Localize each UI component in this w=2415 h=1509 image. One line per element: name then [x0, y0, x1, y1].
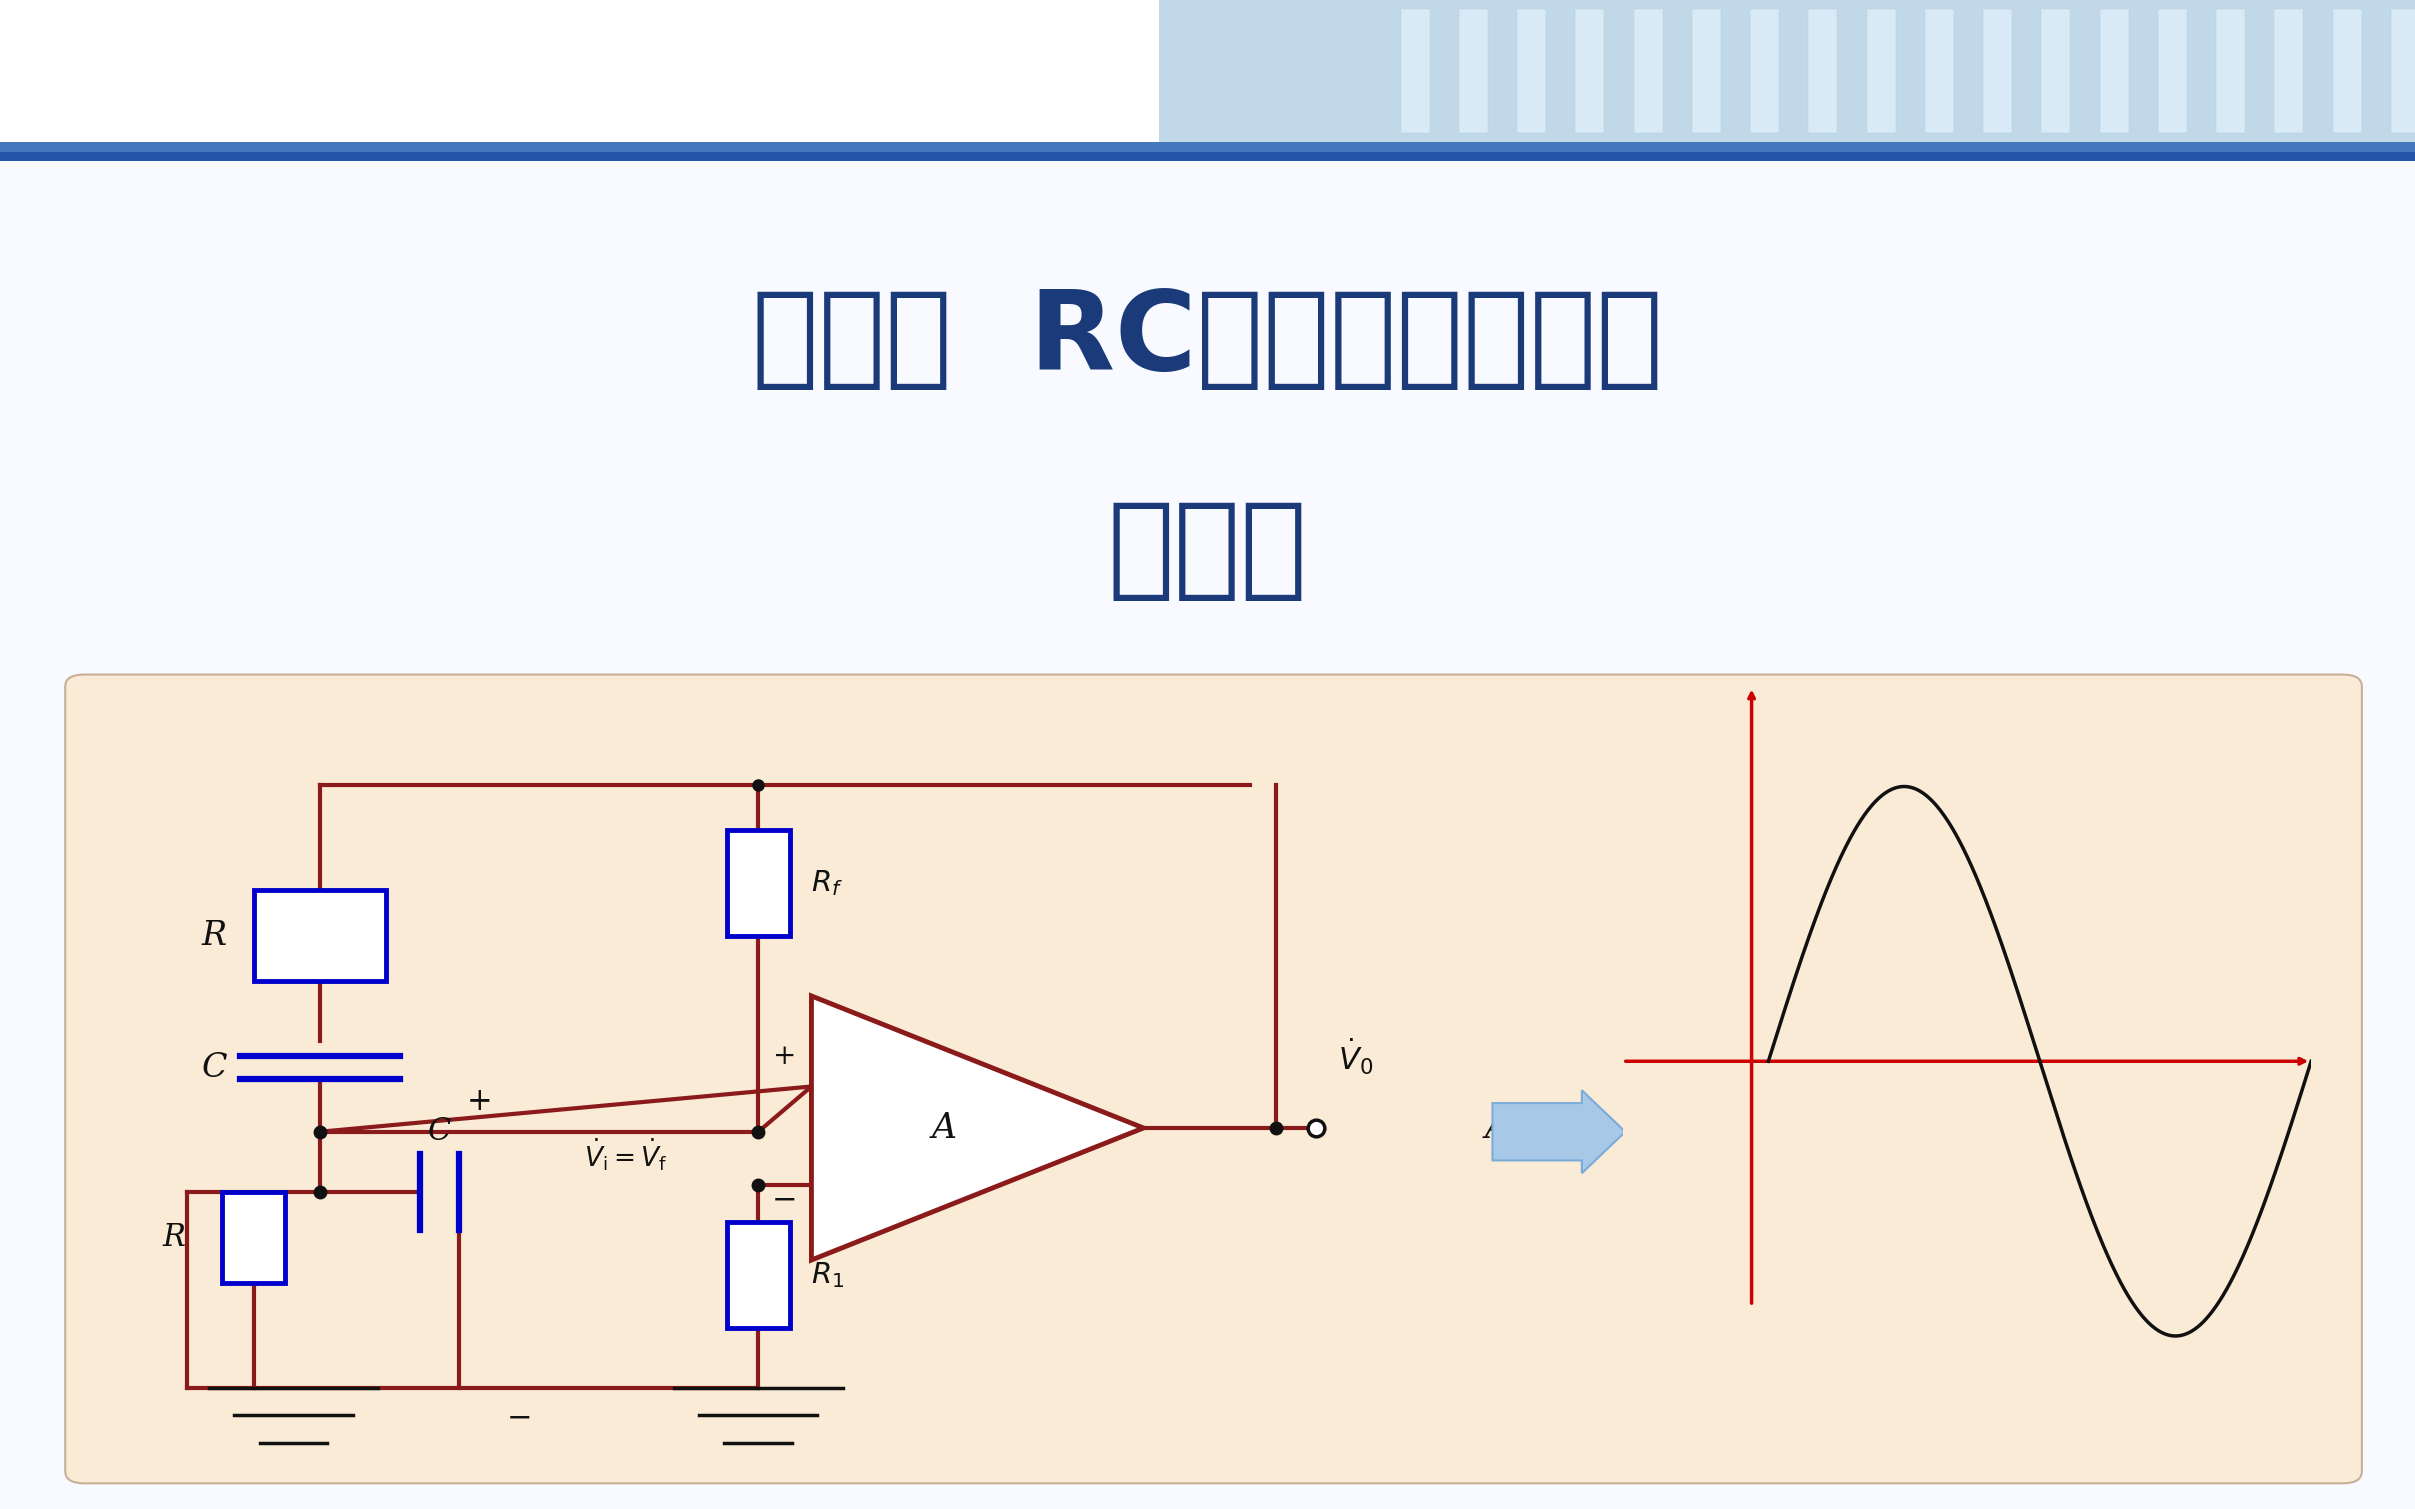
- Bar: [1983, 9, 2012, 133]
- Text: 与设计: 与设计: [1108, 498, 1307, 604]
- Bar: [1809, 9, 1838, 133]
- Bar: [254, 890, 386, 981]
- Polygon shape: [811, 996, 1142, 1260]
- Bar: [1459, 9, 1488, 133]
- FancyArrow shape: [1492, 1089, 1625, 1174]
- Bar: [1751, 9, 1780, 133]
- Bar: [2159, 9, 2188, 133]
- Text: +: +: [466, 1086, 493, 1117]
- Text: $R_1$: $R_1$: [811, 1260, 845, 1290]
- Bar: [1159, 0, 2415, 142]
- Text: R: R: [162, 1222, 186, 1252]
- Text: A: A: [1485, 1111, 1509, 1145]
- Text: −: −: [773, 1185, 797, 1215]
- Text: R: R: [203, 919, 227, 952]
- Bar: [0, 0, 2415, 142]
- Bar: [1517, 9, 1546, 133]
- Bar: [727, 1222, 790, 1328]
- Text: −: −: [507, 1403, 531, 1434]
- Text: C: C: [427, 1117, 452, 1147]
- Bar: [1925, 9, 1954, 133]
- Text: A: A: [932, 1111, 956, 1145]
- Bar: [2217, 9, 2246, 133]
- Text: $\dot{V}_\mathrm{i}=\dot{V}_\mathrm{f}$: $\dot{V}_\mathrm{i}=\dot{V}_\mathrm{f}$: [584, 1136, 667, 1172]
- Bar: [2041, 9, 2070, 133]
- Text: +: +: [773, 1043, 797, 1070]
- Bar: [1575, 9, 1604, 133]
- Text: 实验十  RC振荡电路的分析: 实验十 RC振荡电路的分析: [751, 287, 1664, 392]
- FancyBboxPatch shape: [65, 675, 2362, 1483]
- Bar: [1401, 9, 1430, 133]
- Bar: [2333, 9, 2362, 133]
- Bar: [222, 1192, 285, 1283]
- Bar: [1693, 9, 1722, 133]
- Bar: [2391, 9, 2415, 133]
- Bar: [0, 152, 2415, 161]
- Text: C: C: [200, 1052, 227, 1083]
- Text: $\dot{V}_0$: $\dot{V}_0$: [1338, 1035, 1374, 1077]
- Text: $R_f$: $R_f$: [811, 868, 843, 898]
- Bar: [0, 142, 2415, 152]
- Bar: [2275, 9, 2304, 133]
- Bar: [2099, 9, 2128, 133]
- Bar: [727, 830, 790, 936]
- Bar: [1633, 9, 1662, 133]
- Bar: [1867, 9, 1896, 133]
